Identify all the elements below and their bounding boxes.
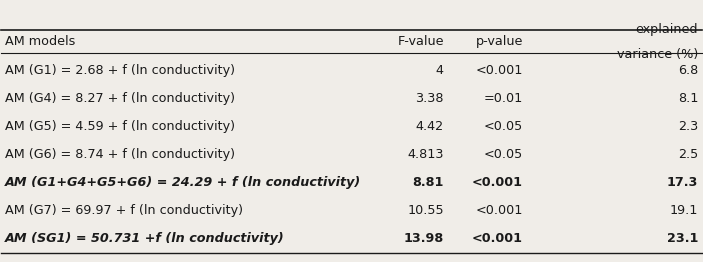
Text: 23.1: 23.1: [666, 232, 698, 244]
Text: <0.05: <0.05: [484, 148, 523, 161]
Text: 6.8: 6.8: [678, 64, 698, 77]
Text: 10.55: 10.55: [407, 204, 444, 217]
Text: 13.98: 13.98: [404, 232, 444, 244]
Text: F-value: F-value: [397, 35, 444, 48]
Text: 17.3: 17.3: [666, 176, 698, 189]
Text: AM (G1) = 2.68 + f (ln conductivity): AM (G1) = 2.68 + f (ln conductivity): [5, 64, 235, 77]
Text: <0.001: <0.001: [476, 64, 523, 77]
Text: 4: 4: [436, 64, 444, 77]
Text: 3.38: 3.38: [415, 92, 444, 105]
Text: AM (G5) = 4.59 + f (ln conductivity): AM (G5) = 4.59 + f (ln conductivity): [5, 119, 235, 133]
Text: 8.81: 8.81: [413, 176, 444, 189]
Text: AM models: AM models: [5, 35, 75, 48]
Text: <0.001: <0.001: [472, 176, 523, 189]
Text: <0.001: <0.001: [476, 204, 523, 217]
Text: =0.01: =0.01: [484, 92, 523, 105]
Text: variance (%): variance (%): [617, 47, 698, 61]
Text: 4.42: 4.42: [415, 119, 444, 133]
Text: 2.3: 2.3: [678, 119, 698, 133]
Text: 8.1: 8.1: [678, 92, 698, 105]
Text: explained: explained: [636, 23, 698, 36]
Text: AM (G7) = 69.97 + f (ln conductivity): AM (G7) = 69.97 + f (ln conductivity): [5, 204, 243, 217]
Text: <0.001: <0.001: [472, 232, 523, 244]
Text: <0.05: <0.05: [484, 119, 523, 133]
Text: p-value: p-value: [476, 35, 523, 48]
Text: 19.1: 19.1: [670, 204, 698, 217]
Text: 2.5: 2.5: [678, 148, 698, 161]
Text: AM (SG1) = 50.731 +f (ln conductivity): AM (SG1) = 50.731 +f (ln conductivity): [5, 232, 285, 244]
Text: AM (G4) = 8.27 + f (ln conductivity): AM (G4) = 8.27 + f (ln conductivity): [5, 92, 235, 105]
Text: AM (G1+G4+G5+G6) = 24.29 + f (ln conductivity): AM (G1+G4+G5+G6) = 24.29 + f (ln conduct…: [5, 176, 361, 189]
Text: 4.813: 4.813: [408, 148, 444, 161]
Text: AM (G6) = 8.74 + f (ln conductivity): AM (G6) = 8.74 + f (ln conductivity): [5, 148, 235, 161]
